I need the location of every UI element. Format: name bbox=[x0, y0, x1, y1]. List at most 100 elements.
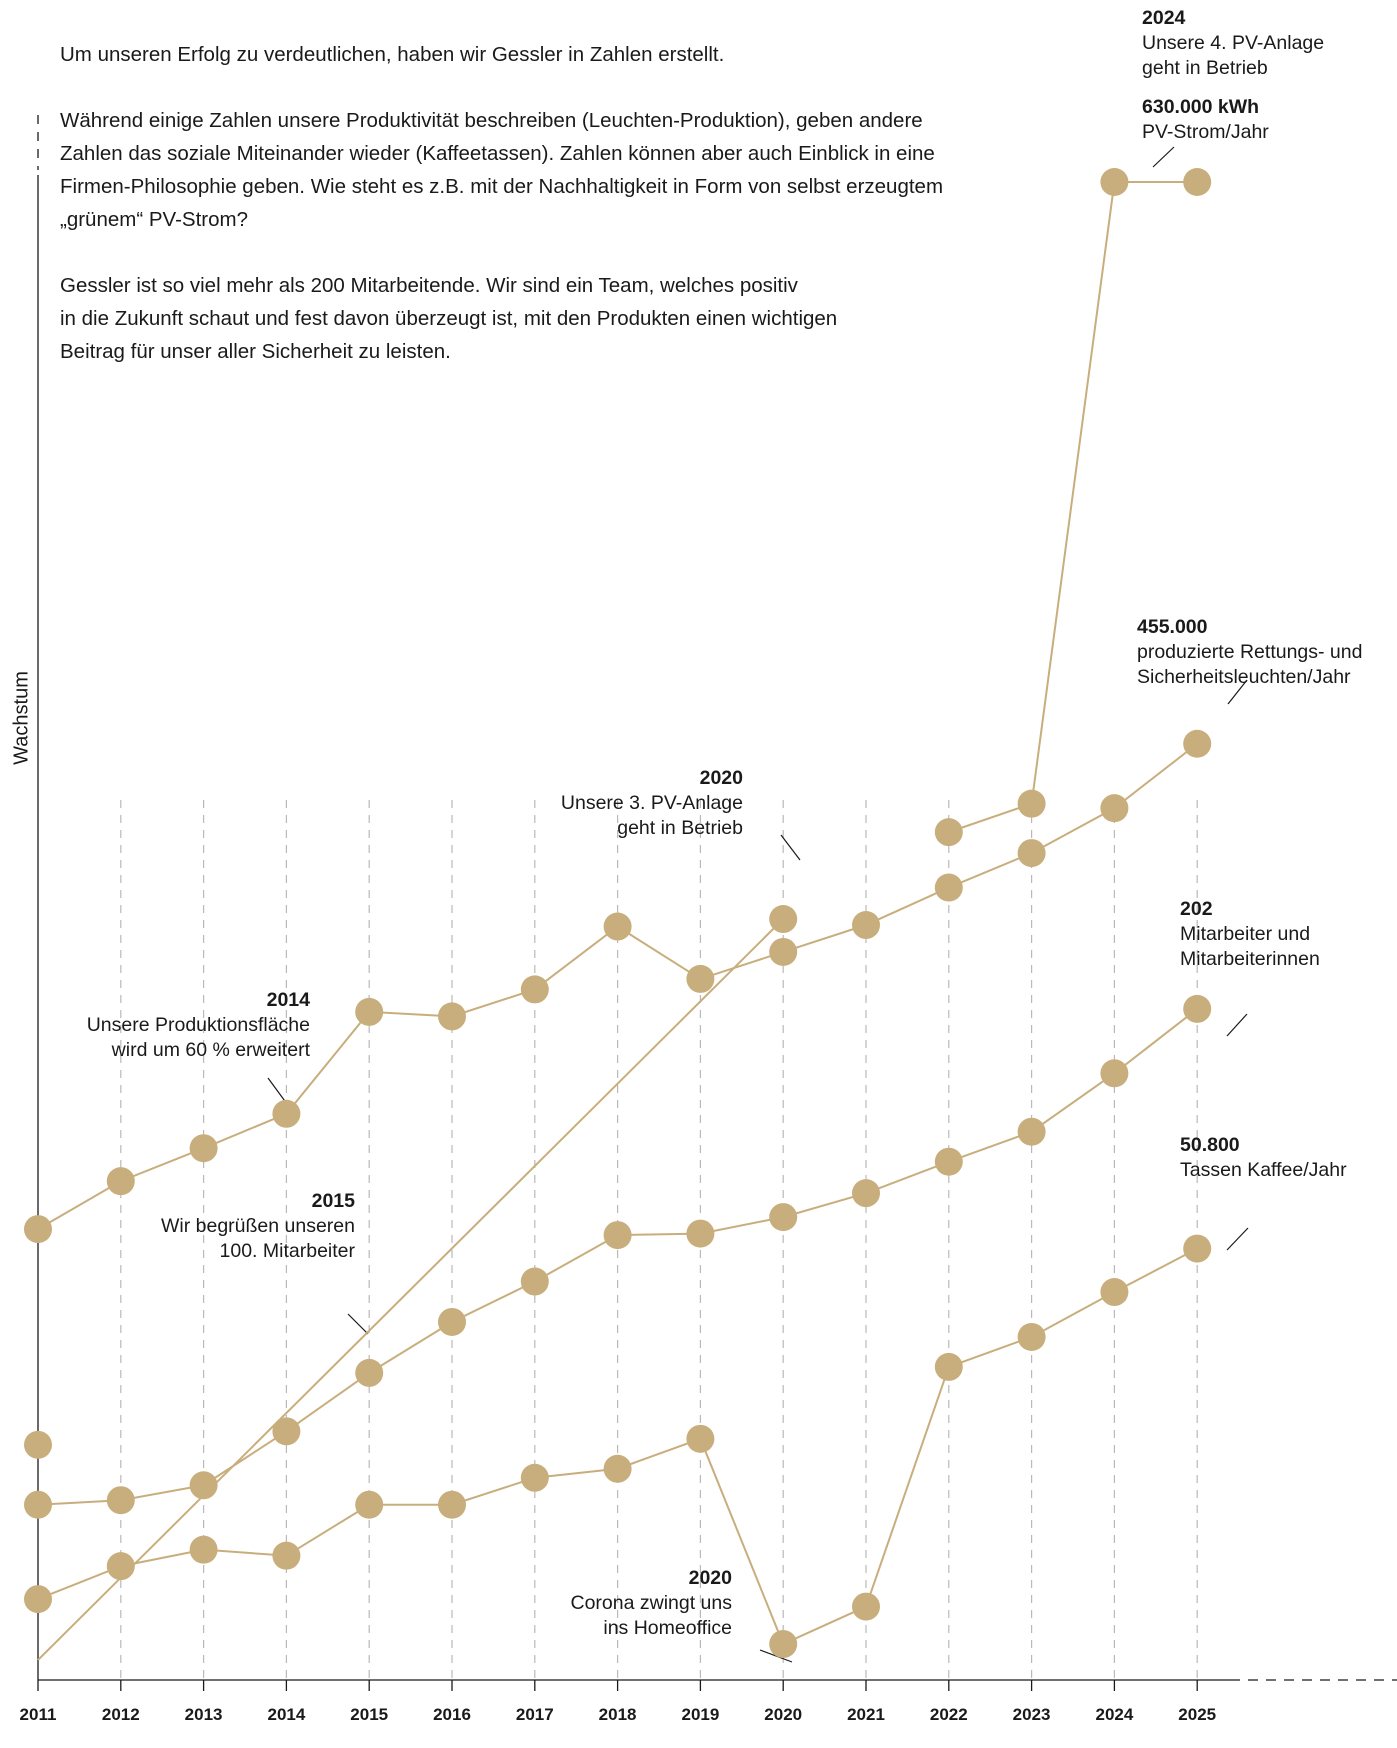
series-line-0 bbox=[948, 181, 1198, 834]
data-point-4-2012 bbox=[106, 1552, 135, 1581]
series-line-pv-start bbox=[37, 918, 784, 1661]
data-point-3-2012 bbox=[106, 1486, 135, 1515]
annotation-text: Wir begrüßen unseren bbox=[160, 1215, 355, 1237]
x-tick-label-2020: 2020 bbox=[764, 1705, 802, 1724]
intro-paragraph-2: Während einige Zahlen unsere Produktivit… bbox=[60, 104, 1060, 236]
data-point-1-2017 bbox=[520, 975, 549, 1004]
data-point-3-2020 bbox=[769, 1203, 798, 1232]
annotation-year: 2020 bbox=[699, 767, 743, 789]
x-tick-label-2014: 2014 bbox=[267, 1705, 305, 1724]
label-value: 50.800 bbox=[1180, 1134, 1240, 1156]
intro-p3-line: Beitrag für unser aller Sicherheit zu le… bbox=[60, 340, 451, 363]
data-point-3-2017 bbox=[520, 1267, 549, 1296]
data-point-0-2025 bbox=[1183, 168, 1212, 196]
data-point-1-2025 bbox=[1183, 729, 1212, 758]
data-point-3-2013 bbox=[189, 1471, 218, 1500]
x-tick-labels: 2011 2012 2013 2014 2015 2016 2017 2018 2019 2020… bbox=[20, 1705, 1217, 1724]
annotation-year: 2020 bbox=[688, 1567, 732, 1589]
label-value: 455.000 bbox=[1137, 616, 1208, 638]
label-text: PV-Strom/Jahr bbox=[1142, 121, 1269, 143]
label-text: Tassen Kaffee/Jahr bbox=[1180, 1159, 1347, 1181]
label-leuchten: 455.000 produzierte Rettungs- und Sicher… bbox=[1137, 615, 1362, 690]
data-point-4-2020 bbox=[769, 1630, 798, 1659]
data-point-2-2011 bbox=[24, 1430, 52, 1459]
data-point-1-2023 bbox=[1017, 839, 1046, 868]
data-point-4-2023 bbox=[1017, 1322, 1046, 1351]
data-point-3-2014 bbox=[272, 1417, 301, 1446]
data-point-3-2025 bbox=[1183, 994, 1212, 1023]
annotation-text: geht in Betrieb bbox=[617, 817, 743, 839]
annotation-connectors bbox=[267, 146, 1249, 1663]
x-tick-label-2025: 2025 bbox=[1178, 1705, 1216, 1724]
intro-p3-line: Gessler ist so viel mehr als 200 Mitarbe… bbox=[60, 274, 798, 297]
x-tick-label-2011: 2011 bbox=[20, 1705, 57, 1724]
annotation-connector-4 bbox=[1152, 146, 1175, 168]
data-point-3-2021 bbox=[852, 1179, 880, 1208]
data-point-1-2015 bbox=[355, 997, 384, 1026]
data-point-3-2024 bbox=[1100, 1059, 1129, 1088]
data-point-1-2021 bbox=[852, 911, 880, 940]
data-point-4-2024 bbox=[1100, 1278, 1129, 1307]
annotation-2020-corona: 2020 Corona zwingt uns ins Homeoffice bbox=[480, 1566, 732, 1641]
annotation-text: 100. Mitarbeiter bbox=[219, 1240, 355, 1262]
intro-p2-line: Zahlen das soziale Miteinander wieder (K… bbox=[60, 142, 935, 165]
data-point-4-2022 bbox=[934, 1352, 963, 1381]
data-point-3-2019 bbox=[686, 1219, 715, 1248]
label-mitarbeiter: 202 Mitarbeiter und Mitarbeiterinnen bbox=[1180, 897, 1320, 972]
x-tick-label-2019: 2019 bbox=[681, 1705, 719, 1724]
intro-text: Um unseren Erfolg zu verdeutlichen, habe… bbox=[60, 38, 1060, 368]
annotation-connector-1 bbox=[347, 1313, 369, 1335]
annotation-connector-5 bbox=[1227, 679, 1248, 705]
x-tick-label-2021: 2021 bbox=[847, 1705, 885, 1724]
data-point-4-2014 bbox=[272, 1541, 301, 1570]
data-point-3-2016 bbox=[438, 1307, 466, 1336]
x-tick-label-2022: 2022 bbox=[930, 1705, 968, 1724]
annotation-text: geht in Betrieb bbox=[1142, 57, 1268, 79]
data-point-4-2015 bbox=[355, 1490, 384, 1519]
annotation-2020-pv: 2020 Unsere 3. PV-Anlage geht in Betrieb bbox=[480, 766, 743, 841]
data-point-1-2018 bbox=[603, 912, 632, 941]
annotation-2024: 2024 Unsere 4. PV-Anlage geht in Betrieb bbox=[1142, 6, 1324, 81]
x-tick-label-2015: 2015 bbox=[350, 1705, 388, 1724]
annotation-text: wird um 60 % erweitert bbox=[111, 1039, 310, 1061]
label-text: Sicherheitsleuchten/Jahr bbox=[1137, 666, 1351, 688]
data-point-4-2017 bbox=[520, 1463, 549, 1492]
data-point-4-2016 bbox=[438, 1490, 466, 1519]
data-point-3-2018 bbox=[603, 1221, 632, 1250]
data-point-1-2016 bbox=[438, 1002, 466, 1031]
data-point-0-2020 bbox=[769, 905, 798, 934]
label-value: 202 bbox=[1180, 898, 1213, 920]
data-point-1-2024 bbox=[1100, 794, 1129, 823]
data-point-3-2011 bbox=[24, 1490, 52, 1519]
series-points bbox=[24, 168, 1212, 1659]
annotation-text: ins Homeoffice bbox=[603, 1617, 732, 1639]
data-point-3-2023 bbox=[1017, 1117, 1046, 1146]
data-point-0-2022 bbox=[934, 818, 963, 847]
annotation-connector-7 bbox=[1226, 1227, 1249, 1251]
label-text: produzierte Rettungs- und bbox=[1137, 641, 1363, 663]
data-point-4-2019 bbox=[686, 1424, 715, 1453]
intro-p2-line: Während einige Zahlen unsere Produktivit… bbox=[60, 109, 923, 132]
label-kaffee: 50.800 Tassen Kaffee/Jahr bbox=[1180, 1133, 1347, 1183]
annotation-2014: 2014 Unsere Produktionsfläche wird um 60… bbox=[40, 988, 310, 1063]
label-text: Mitarbeiterinnen bbox=[1180, 948, 1320, 970]
annotation-connector-6 bbox=[1226, 1013, 1248, 1037]
axes bbox=[37, 115, 1397, 1691]
intro-p2-line: „grünem“ PV-Strom? bbox=[60, 208, 248, 231]
x-tick-label-2016: 2016 bbox=[433, 1705, 471, 1724]
label-text: Mitarbeiter und bbox=[1180, 923, 1311, 945]
annotation-year: 2014 bbox=[266, 989, 310, 1011]
data-point-3-2022 bbox=[934, 1147, 963, 1176]
data-point-3-2015 bbox=[355, 1358, 384, 1387]
data-point-1-2011 bbox=[24, 1215, 52, 1244]
annotation-text: Corona zwingt uns bbox=[570, 1592, 732, 1614]
intro-paragraph-1: Um unseren Erfolg zu verdeutlichen, habe… bbox=[60, 43, 725, 66]
x-tick-label-2024: 2024 bbox=[1095, 1705, 1133, 1724]
data-point-4-2011 bbox=[24, 1585, 52, 1614]
intro-p2-line: Firmen-Philosophie geben. Wie steht es z… bbox=[60, 175, 944, 198]
annotation-connector-2 bbox=[780, 834, 801, 861]
data-point-1-2014 bbox=[272, 1099, 301, 1128]
label-pv-strom: 630.000 kWh PV-Strom/Jahr bbox=[1142, 95, 1269, 145]
label-value: 630.000 kWh bbox=[1142, 96, 1260, 118]
